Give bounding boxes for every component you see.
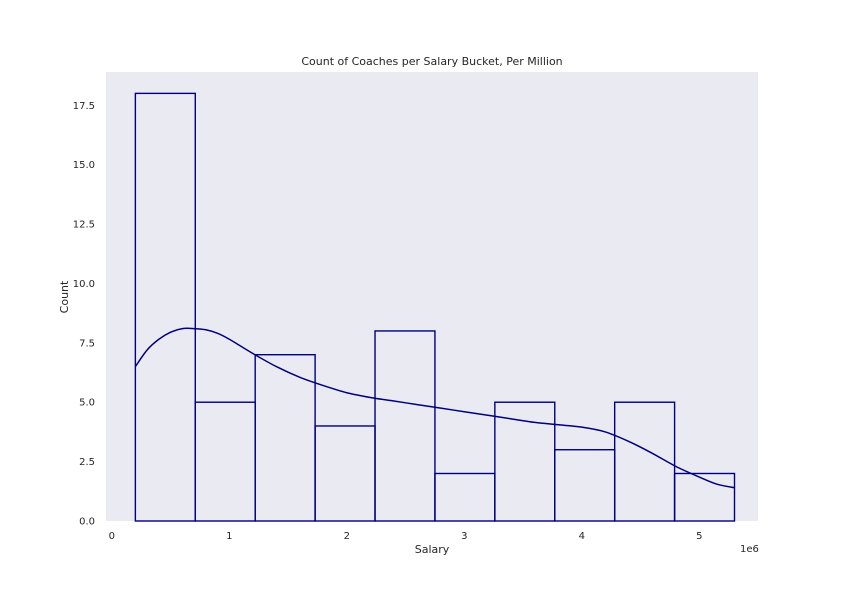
- y-tick-label: 2.5: [79, 457, 95, 468]
- y-tick-label: 7.5: [79, 338, 95, 349]
- y-axis-ticks: 0.0 2.5 5.0 7.5 10.0 12.5 15.0 17.5: [73, 101, 95, 528]
- y-axis-label: Count: [58, 280, 71, 313]
- y-tick-label: 15.0: [73, 160, 95, 171]
- chart-title: Count of Coaches per Salary Bucket, Per …: [301, 55, 562, 68]
- kde-curve: [134, 327, 735, 489]
- y-tick-label: 17.5: [73, 101, 95, 112]
- x-axis-offset-label: 1e6: [740, 544, 759, 555]
- y-tick-label: 0.0: [79, 517, 95, 528]
- x-axis-ticks: 0 1 2 3 4 5: [109, 531, 703, 542]
- x-tick-label: 4: [579, 531, 585, 542]
- y-tick-label: 12.5: [73, 220, 95, 231]
- x-tick-label: 1: [226, 531, 232, 542]
- histogram-bar: [613, 401, 676, 522]
- x-tick-label: 5: [696, 531, 702, 542]
- histogram-bar: [134, 92, 196, 522]
- x-axis-label: Salary: [415, 543, 450, 556]
- y-tick-label: 5.0: [79, 398, 95, 409]
- x-tick-label: 0: [109, 531, 115, 542]
- bars-layer: [134, 92, 736, 522]
- x-tick-label: 3: [461, 531, 467, 542]
- histogram-bar: [673, 472, 736, 522]
- y-tick-label: 10.0: [73, 279, 95, 290]
- plot-area: [106, 72, 758, 521]
- x-tick-label: 2: [344, 531, 350, 542]
- histogram-bar: [374, 330, 436, 522]
